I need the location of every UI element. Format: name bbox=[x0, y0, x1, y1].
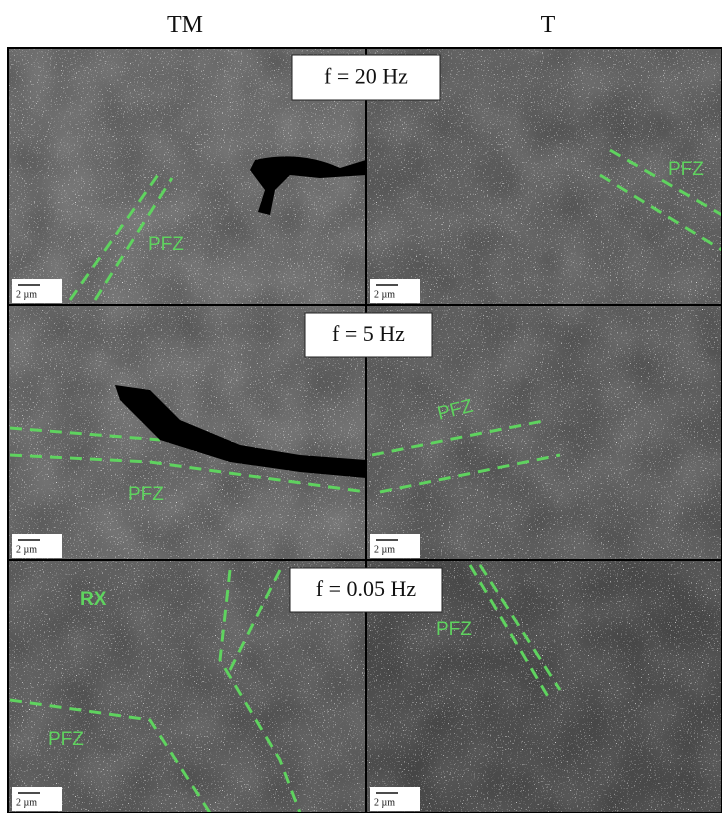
panel-annotation: PFZ bbox=[148, 234, 184, 255]
scale-bar-label: 2 µm bbox=[16, 544, 37, 555]
scale-bar-label: 2 µm bbox=[374, 797, 395, 808]
panel-annotation: PFZ bbox=[128, 484, 164, 505]
frequency-label: f = 5 Hz bbox=[332, 321, 405, 346]
column-header: T bbox=[541, 12, 556, 38]
panel-annotation: PFZ bbox=[668, 159, 704, 180]
panel-grid: 2 µm PFZ 2 µm PFZ 2 µm PFZ 2 µm PFZ 2 µm RX PFZ 2 µ… bbox=[8, 48, 722, 813]
scale-bar-label: 2 µm bbox=[374, 289, 395, 300]
frequency-label: f = 20 Hz bbox=[324, 64, 408, 89]
figure: 2 µm PFZ 2 µm PFZ 2 µm PFZ 2 µm PFZ 2 µm RX PFZ 2 µ… bbox=[0, 0, 722, 813]
panel-annotation: PFZ bbox=[48, 729, 84, 750]
scale-bar-label: 2 µm bbox=[16, 289, 37, 300]
frequency-label: f = 0.05 Hz bbox=[316, 576, 417, 601]
scale-bar-label: 2 µm bbox=[16, 797, 37, 808]
scale-bar-label: 2 µm bbox=[374, 544, 395, 555]
column-header: TM bbox=[167, 12, 203, 38]
panel-annotation: PFZ bbox=[436, 619, 472, 640]
panel-annotation: RX bbox=[80, 589, 107, 610]
